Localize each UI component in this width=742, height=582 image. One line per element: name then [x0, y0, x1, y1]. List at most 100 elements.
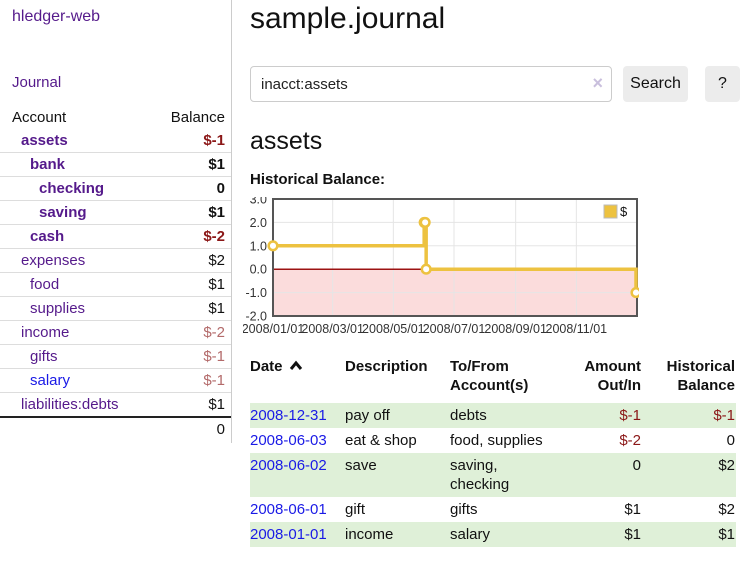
svg-text:0.0: 0.0 [250, 263, 267, 277]
transaction-description: eat & shop [345, 432, 417, 449]
transaction-row: 2008-06-03 eat & shop food, supplies $-2 0 [250, 428, 736, 453]
svg-text:2008/03/01: 2008/03/01 [301, 322, 364, 336]
main-content: sample.journal × Search ? assets Histori… [243, 0, 740, 547]
account-link[interactable]: cash [30, 228, 65, 245]
account-row: assets $-1 [0, 129, 231, 153]
transaction-description: save [345, 457, 377, 474]
transaction-accounts: salary [450, 526, 491, 543]
transaction-date-link[interactable]: 2008-06-03 [250, 432, 327, 449]
accounts-header-row: Account Balance [0, 106, 231, 129]
account-balance: $-1 [203, 348, 225, 365]
svg-text:1.0: 1.0 [250, 239, 267, 253]
svg-text:2008/11/01: 2008/11/01 [546, 322, 608, 336]
column-header-date[interactable]: Date [250, 355, 345, 403]
account-row: food $1 [0, 272, 231, 297]
transactions-table: Date Description To/From Account(s) Amou… [250, 355, 736, 547]
transaction-row: 2008-01-01 income salary $1 $1 [250, 522, 736, 547]
svg-text:-1.0: -1.0 [245, 286, 267, 300]
transaction-date-link[interactable]: 2008-06-01 [250, 501, 327, 518]
search-input-wrap: × [250, 66, 612, 102]
transaction-date-link[interactable]: 2008-01-01 [250, 526, 327, 543]
accounts-header-balance: Balance [170, 109, 225, 126]
historical-balance-chart: $3.0 2.0 1.0 0.0 -1.0 -2.02008/01/012008/03/0… [243, 197, 639, 336]
transaction-balance: $-1 [713, 407, 735, 424]
account-balance: $-2 [203, 228, 225, 245]
account-row: saving $1 [0, 200, 231, 225]
sidebar-item-journal[interactable]: Journal [12, 74, 62, 91]
account-link[interactable]: salary [30, 372, 71, 389]
sort-ascending-icon [289, 360, 302, 370]
search-input[interactable] [250, 66, 612, 102]
account-row: gifts $-1 [0, 344, 231, 369]
accounts-total-value: 0 [216, 421, 225, 438]
svg-text:-2.0: -2.0 [245, 310, 267, 324]
account-balance: $1 [208, 396, 225, 413]
transaction-amount: $-2 [619, 432, 641, 449]
transaction-balance: $1 [718, 526, 735, 543]
account-link[interactable]: bank [30, 156, 66, 173]
transactions-header-row: Date Description To/From Account(s) Amou… [250, 355, 736, 403]
account-row: salary $-1 [0, 368, 231, 393]
account-link[interactable]: income [21, 324, 70, 341]
transaction-amount: $1 [624, 526, 641, 543]
search-button[interactable]: Search [623, 66, 689, 102]
column-header-amount: Amount Out/In [584, 358, 641, 394]
column-header-balance: Historical Balance [666, 358, 735, 394]
search-form: × Search ? [250, 66, 740, 102]
account-link[interactable]: supplies [30, 300, 86, 317]
svg-text:3.0: 3.0 [250, 197, 267, 207]
transaction-accounts: saving, checking [450, 457, 510, 493]
account-link[interactable]: food [30, 276, 60, 293]
account-balance: 0 [216, 180, 225, 197]
account-link[interactable]: saving [39, 204, 87, 221]
transaction-balance: $2 [718, 501, 735, 518]
account-balance: $1 [208, 156, 225, 173]
clear-search-icon[interactable]: × [592, 73, 603, 93]
transaction-amount: 0 [632, 457, 641, 474]
accounts-total-row: 0 [0, 417, 231, 441]
transaction-description: gift [345, 501, 366, 518]
transaction-balance: $2 [718, 457, 735, 474]
page-title: sample.journal [250, 2, 446, 35]
app-title-link[interactable]: hledger-web [12, 8, 101, 25]
transaction-date-link[interactable]: 2008-12-31 [250, 407, 327, 424]
account-balance: $1 [208, 276, 225, 293]
svg-text:2.0: 2.0 [250, 216, 267, 230]
sidebar: hledger-web Journal Account Balance asse… [0, 0, 232, 443]
transaction-description: income [345, 526, 394, 543]
transaction-accounts: food, supplies [450, 432, 543, 449]
account-balance: $1 [208, 204, 225, 221]
transaction-row: 2008-12-31 pay off debts $-1 $-1 [250, 403, 736, 428]
svg-text:2008/01/01: 2008/01/01 [243, 322, 304, 336]
account-balance: $1 [208, 300, 225, 317]
svg-text:2008/09/01: 2008/09/01 [484, 322, 547, 336]
account-link[interactable]: expenses [21, 252, 86, 269]
transaction-amount: $1 [624, 501, 641, 518]
account-row: cash $-2 [0, 224, 231, 249]
account-link[interactable]: gifts [30, 348, 58, 365]
account-balance: $-2 [203, 324, 225, 341]
column-header-accounts: To/From Account(s) [450, 358, 529, 394]
account-balance: $2 [208, 252, 225, 269]
transaction-date-link[interactable]: 2008-06-02 [250, 457, 327, 474]
transaction-amount: $-1 [619, 407, 641, 424]
chart-label: Historical Balance: [250, 171, 386, 188]
svg-text:2008/07/01: 2008/07/01 [423, 322, 486, 336]
account-link[interactable]: liabilities:debts [21, 396, 119, 413]
account-row: supplies $1 [0, 296, 231, 321]
account-link[interactable]: assets [21, 132, 68, 149]
account-heading: assets [250, 127, 323, 155]
transaction-accounts: gifts [450, 501, 478, 518]
account-row: liabilities:debts $1 [0, 392, 231, 418]
account-link[interactable]: checking [39, 180, 105, 197]
transaction-row: 2008-06-02 save saving, checking 0 $2 [250, 453, 736, 497]
column-header-description: Description [345, 358, 428, 375]
account-row: bank $1 [0, 152, 231, 177]
accounts-header-account: Account [12, 109, 67, 126]
account-row: checking 0 [0, 176, 231, 201]
account-row: expenses $2 [0, 248, 231, 273]
svg-text:$: $ [620, 204, 628, 219]
help-button[interactable]: ? [705, 66, 740, 102]
transaction-description: pay off [345, 407, 390, 424]
transaction-accounts: debts [450, 407, 487, 424]
